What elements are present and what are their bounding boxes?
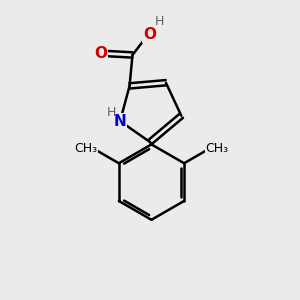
Text: CH₃: CH₃ <box>206 142 229 155</box>
Text: H: H <box>106 106 116 119</box>
Text: O: O <box>94 46 107 61</box>
Text: CH₃: CH₃ <box>74 142 98 155</box>
Text: H: H <box>154 16 164 28</box>
Text: O: O <box>143 28 156 43</box>
Text: N: N <box>114 114 127 129</box>
